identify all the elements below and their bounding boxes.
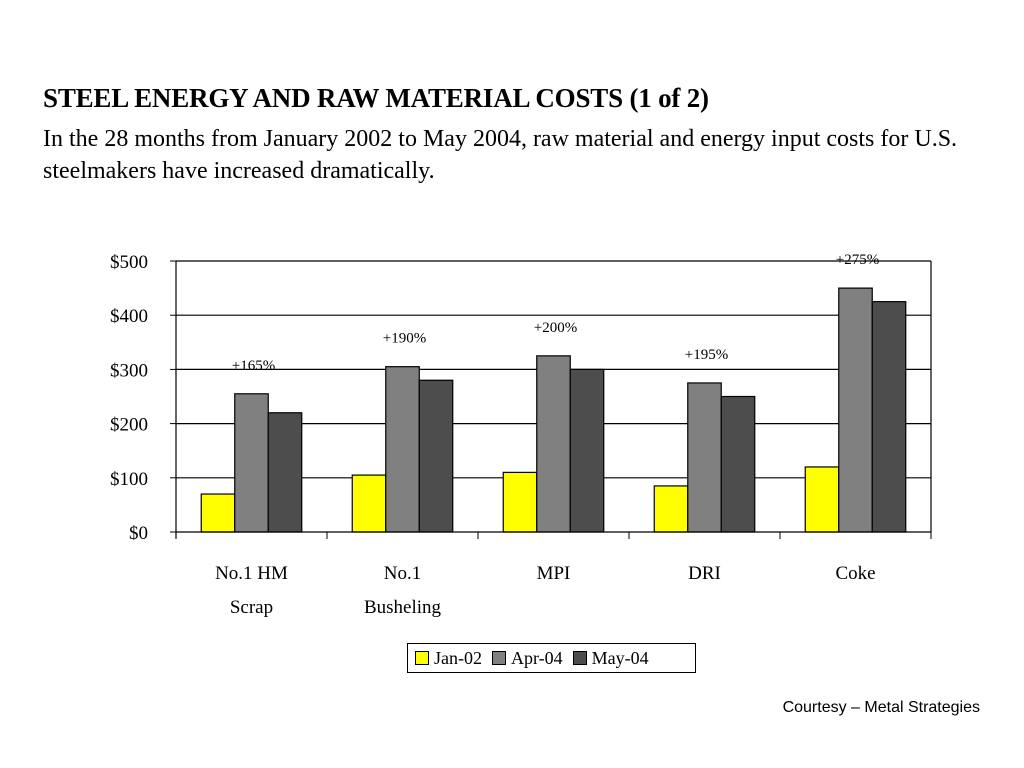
legend-item: May-04 — [572, 647, 649, 669]
pct-change-label: +200% — [534, 320, 577, 336]
legend-label: Jan-02 — [434, 647, 482, 668]
category-label: Busheling — [364, 597, 442, 618]
bar-may-04-4 — [871, 301, 907, 533]
bar-may-04-0 — [267, 412, 303, 533]
pct-change-label: +165% — [232, 358, 275, 374]
bar-jan-02-0 — [200, 493, 236, 533]
bar-apr-04-2 — [536, 355, 571, 533]
legend-label: May-04 — [591, 647, 649, 668]
slide-subtitle: In the 28 months from January 2002 to Ma… — [43, 126, 958, 184]
legend-swatch — [492, 651, 506, 665]
legend-item: Apr-04 — [492, 648, 563, 669]
y-tick-label: $0 — [129, 523, 148, 544]
bar-may-04-1 — [418, 379, 454, 533]
axes — [170, 260, 932, 539]
courtesy-footer: Courtesy – Metal Strategies — [782, 699, 980, 716]
legend-swatch — [415, 651, 429, 665]
bar-apr-04-4 — [838, 287, 873, 533]
pct-change-label: +275% — [836, 252, 879, 268]
chart-legend: Jan-02 Apr-04 May-04 — [407, 643, 696, 673]
category-label: No.1 HM — [215, 563, 288, 584]
y-tick-label: $400 — [110, 306, 148, 327]
bar-apr-04-0 — [234, 393, 269, 533]
y-tick-label: $500 — [110, 252, 148, 273]
bar-apr-04-3 — [687, 382, 722, 533]
labels: $0 $100 $200 $300 $400 $500 +165% No.1 HM Scrap +… — [110, 252, 879, 618]
bar-jan-02-3 — [653, 485, 689, 533]
bar-jan-02-1 — [351, 474, 387, 533]
y-tick-label: $200 — [110, 415, 148, 436]
y-tick-label: $100 — [110, 469, 148, 490]
bar-jan-02-2 — [502, 471, 538, 533]
category-label: DRI — [688, 563, 721, 584]
bar-may-04-2 — [569, 368, 605, 533]
bar-apr-04-1 — [385, 366, 420, 533]
category-label: Coke — [835, 563, 875, 584]
slide-title: STEEL ENERGY AND RAW MATERIAL COSTS (1 o… — [43, 83, 709, 113]
legend-label: Apr-04 — [511, 647, 563, 668]
pct-change-label: +190% — [383, 331, 426, 347]
y-tick-label: $300 — [110, 360, 148, 381]
legend-item: Jan-02 — [415, 648, 482, 669]
bar-may-04-3 — [720, 395, 756, 533]
bar-jan-02-4 — [804, 466, 840, 533]
legend-swatch — [572, 651, 587, 665]
category-label: MPI — [537, 563, 571, 584]
category-label: Scrap — [230, 597, 273, 618]
pct-change-label: +195% — [685, 347, 728, 363]
category-label: No.1 — [384, 563, 421, 584]
